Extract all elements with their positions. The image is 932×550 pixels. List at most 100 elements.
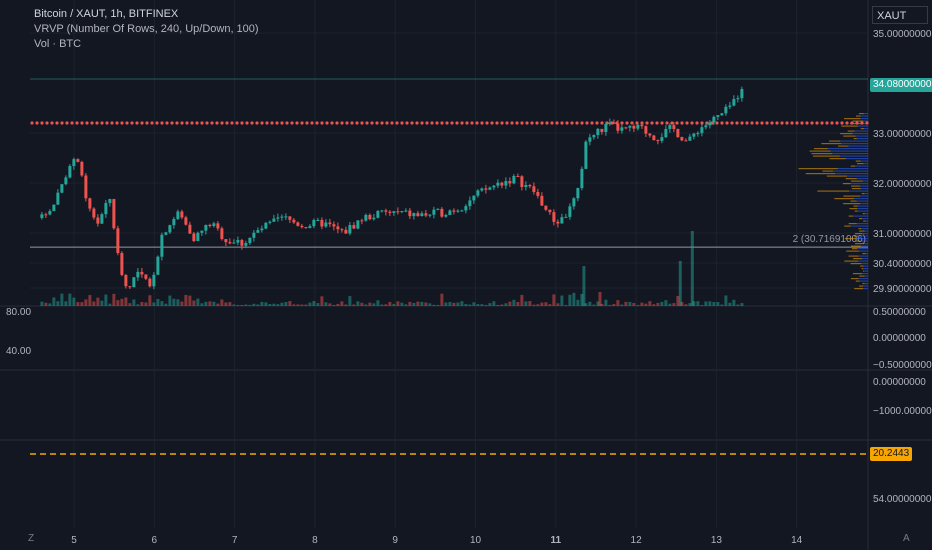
volume-bar [188, 295, 192, 306]
resistance-dot [435, 121, 439, 125]
oscillator-left-tick: 80.00 [6, 307, 31, 318]
volume-bar [352, 304, 356, 306]
volume-profile-bar [858, 113, 864, 115]
resistance-dot [600, 121, 604, 125]
resistance-dot [70, 121, 74, 125]
candle-body [312, 220, 316, 227]
resistance-dot [200, 121, 204, 125]
candle-body [316, 219, 320, 221]
candle-body [308, 226, 312, 229]
candle-body [420, 213, 424, 217]
candle-body [148, 278, 152, 287]
volume-profile-bar [858, 278, 868, 280]
volume-profile-bar [859, 230, 865, 232]
candle-body [164, 232, 168, 235]
candle-body [512, 175, 516, 184]
volume-bar [140, 301, 144, 306]
volume-profile-bar [864, 128, 868, 130]
resistance-dot [285, 121, 289, 125]
time-tick-label: 14 [791, 535, 803, 546]
auto-scale-icon[interactable]: A [903, 533, 910, 544]
time-tick-label: 13 [711, 535, 723, 546]
resistance-dot [720, 121, 724, 125]
candle-body [48, 211, 52, 215]
volume-bar [40, 301, 44, 306]
resistance-dot [740, 121, 744, 125]
candle-body [300, 225, 304, 228]
zoom-reset-icon[interactable]: Z [28, 533, 35, 544]
volume-profile-bar [860, 128, 865, 130]
resistance-dot [455, 121, 459, 125]
volume-bar [264, 302, 268, 306]
candle-body [392, 211, 396, 213]
volume-spike-bar [582, 266, 586, 306]
candle-body [112, 199, 116, 229]
candle-body [280, 216, 284, 218]
candle-body [740, 89, 744, 99]
volume-profile-bar [862, 218, 868, 220]
volume-profile-bar [848, 255, 859, 257]
volume-profile-bar [856, 238, 868, 240]
symbol-box[interactable]: XAUT [872, 6, 928, 24]
candle-body [652, 135, 656, 141]
candle-body [404, 210, 408, 212]
resistance-dot [380, 121, 384, 125]
candle-body [200, 230, 204, 233]
volume-bar [328, 303, 332, 306]
candle-body [176, 211, 180, 219]
volume-bar [384, 304, 388, 306]
volume-bar [656, 302, 660, 306]
time-tick-label: 10 [470, 535, 482, 546]
volume-bar [300, 304, 304, 306]
resistance-dot [425, 121, 429, 125]
candle-body [204, 224, 208, 231]
candle-body [488, 187, 492, 190]
volume-profile-bar [850, 165, 856, 167]
resistance-dot [790, 121, 794, 125]
candle-body [348, 225, 352, 234]
candle-body [344, 229, 348, 234]
volume-bar [596, 301, 600, 306]
volume-profile-bar [812, 155, 840, 157]
resistance-dot [760, 121, 764, 125]
candle-body [380, 210, 384, 212]
volume-bar [496, 304, 500, 306]
volume-profile-bar [850, 278, 859, 280]
resistance-dot [590, 121, 594, 125]
resistance-dot [275, 121, 279, 125]
volume-profile-bar [814, 148, 828, 150]
resistance-dot [770, 121, 774, 125]
candle-body [116, 228, 120, 254]
resistance-dot [785, 121, 789, 125]
resistance-dot [65, 121, 69, 125]
volume-profile-bar [863, 163, 868, 165]
vrvp-legend[interactable]: VRVP (Number Of Rows, 240, Up/Down, 100) [34, 23, 259, 35]
candle-body [252, 232, 256, 238]
candle-body [180, 211, 184, 218]
volume-legend[interactable]: Vol · BTC [34, 38, 82, 50]
resistance-dot [195, 121, 199, 125]
volume-bar [116, 300, 120, 306]
candle-body [684, 140, 688, 142]
candle-body [188, 224, 192, 234]
volume-bar [220, 299, 224, 306]
volume-bar [332, 304, 336, 306]
resistance-dot [185, 121, 189, 125]
volume-profile-bar [849, 123, 861, 125]
volume-bar [356, 301, 360, 306]
resistance-dot [730, 121, 734, 125]
volume-profile-bar [860, 195, 868, 197]
volume-bar [136, 304, 140, 306]
resistance-dot [525, 121, 529, 125]
volume-bar [276, 304, 280, 306]
time-tick-label: 9 [392, 535, 398, 546]
candle-body [644, 126, 648, 134]
volume-profile-bar [848, 145, 868, 147]
volume-profile-bar [857, 235, 868, 237]
volume-bar [292, 304, 296, 306]
candle-body [432, 209, 436, 215]
resistance-dot [225, 121, 229, 125]
candle-body [440, 208, 444, 217]
volume-profile-bar [861, 268, 864, 270]
